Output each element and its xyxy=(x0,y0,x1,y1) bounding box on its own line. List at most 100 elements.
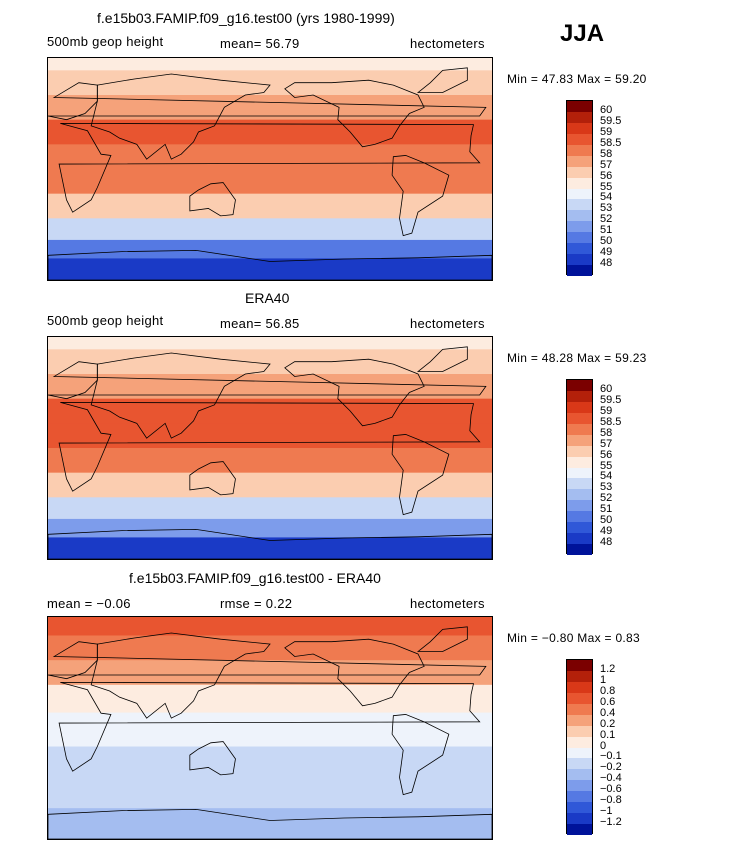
colorbar-tick-label: −0.2 xyxy=(600,761,622,774)
colorbar-tick-label: 58 xyxy=(600,147,613,160)
colorbar-segment xyxy=(567,692,592,704)
colorbar-tick-label: 60 xyxy=(600,382,613,395)
colorbar-tick-label: 59.5 xyxy=(600,114,622,127)
colorbar-segment xyxy=(567,232,592,244)
coastline xyxy=(391,155,450,237)
map-band xyxy=(48,448,492,474)
colorbar-tick-label: −0.4 xyxy=(600,772,622,785)
colorbar-tick-label: 58 xyxy=(600,426,613,439)
colorbar-tick-label: 57 xyxy=(600,437,613,450)
map-band xyxy=(48,472,492,498)
colorbar-segment xyxy=(567,254,592,266)
map-band xyxy=(48,684,492,714)
colorbar-segment xyxy=(567,478,592,490)
panel2-mean-label: mean= 56.85 xyxy=(220,316,300,331)
colorbar-tick-label: 50 xyxy=(600,514,613,527)
map-band xyxy=(48,423,492,449)
colorbar-tick-label: 51 xyxy=(600,224,613,237)
colorbar-tick-label: 54 xyxy=(600,191,613,204)
colorbar-tick-label: 0.2 xyxy=(600,717,616,730)
panel3-minmax-label: Min = −0.80 Max = 0.83 xyxy=(507,631,641,645)
colorbar-segment xyxy=(567,824,592,835)
map-band xyxy=(48,58,492,71)
colorbar-tick-label: 59 xyxy=(600,125,613,138)
map-band xyxy=(48,780,492,809)
colorbar-segment xyxy=(567,155,592,167)
map-band xyxy=(48,635,492,661)
coastline xyxy=(284,79,425,148)
coastline xyxy=(58,681,481,772)
panel3-map xyxy=(47,616,493,840)
colorbar-tick-label: 52 xyxy=(600,213,613,226)
colorbar-tick-label: 56 xyxy=(600,169,613,182)
coastline xyxy=(48,249,492,280)
coastline xyxy=(391,434,450,516)
colorbar-segment xyxy=(567,802,592,814)
coastline xyxy=(90,632,271,719)
coastline xyxy=(48,528,492,559)
colorbar-tick-label: 59.5 xyxy=(600,393,622,406)
colorbar-segment xyxy=(567,758,592,770)
map-band xyxy=(48,349,492,375)
colorbar-tick-label: 57 xyxy=(600,158,613,171)
colorbar-segment xyxy=(567,445,592,457)
colorbar-tick-label: 1 xyxy=(600,673,607,686)
colorbar-segment xyxy=(567,401,592,413)
coastline xyxy=(416,626,468,652)
colorbar-tick-label: 54 xyxy=(600,470,613,483)
coastline xyxy=(189,461,236,496)
panel3-units-label: hectometers xyxy=(410,596,485,611)
colorbar-tick-label: 48 xyxy=(600,536,613,549)
coastline xyxy=(391,714,450,796)
colorbar-tick-label: 59 xyxy=(600,404,613,417)
colorbar-tick-label: −0.6 xyxy=(600,783,622,796)
colorbar-segment xyxy=(567,533,592,545)
colorbar-tick-label: 0.6 xyxy=(600,695,616,708)
colorbar-tick-label: 50 xyxy=(600,235,613,248)
colorbar-segment xyxy=(567,188,592,200)
colorbar-segment xyxy=(567,780,592,792)
panel3-colorbar xyxy=(566,659,593,835)
season-label: JJA xyxy=(560,20,605,47)
panel2-minmax-label: Min = 48.28 Max = 59.23 xyxy=(507,351,647,365)
coastline xyxy=(48,808,492,839)
map-band xyxy=(48,497,492,520)
colorbar-tick-label: 53 xyxy=(600,481,613,494)
coastline xyxy=(189,182,236,217)
colorbar-tick-label: 55 xyxy=(600,459,613,472)
coastline xyxy=(189,741,236,776)
colorbar-tick-label: 52 xyxy=(600,492,613,505)
map-band xyxy=(48,746,492,781)
colorbar-segment xyxy=(567,791,592,803)
panel3-title: f.e15b03.FAMIP.f09_g16.test00 - ERA40 xyxy=(129,570,381,586)
colorbar-tick-label: 56 xyxy=(600,448,613,461)
colorbar-segment xyxy=(567,747,592,759)
colorbar-segment xyxy=(567,670,592,682)
colorbar-tick-label: 51 xyxy=(600,503,613,516)
panel2-map-svg xyxy=(48,337,492,559)
colorbar-segment xyxy=(567,681,592,693)
map-band xyxy=(48,660,492,686)
map-band xyxy=(48,712,492,747)
colorbar-segment xyxy=(567,199,592,211)
map-band xyxy=(48,258,492,280)
colorbar-tick-label: 0.8 xyxy=(600,684,616,697)
colorbar-tick-label: 49 xyxy=(600,246,613,259)
panel2-units-label: hectometers xyxy=(410,316,485,331)
colorbar-segment xyxy=(567,489,592,501)
colorbar-segment xyxy=(567,221,592,233)
panel1-mean-label: mean= 56.79 xyxy=(220,36,300,51)
colorbar-tick-label: 60 xyxy=(600,103,613,116)
colorbar-segment xyxy=(567,714,592,726)
colorbar-segment xyxy=(567,380,592,391)
colorbar-tick-label: 1.2 xyxy=(600,662,616,675)
coastline xyxy=(416,67,468,93)
map-band xyxy=(48,70,492,96)
colorbar-segment xyxy=(567,522,592,534)
colorbar-tick-label: −0.1 xyxy=(600,750,622,763)
map-band xyxy=(48,144,492,170)
panel2-variable-label: 500mb geop height xyxy=(47,313,164,328)
coastline xyxy=(416,346,468,372)
panel1-map-svg xyxy=(48,58,492,280)
map-band xyxy=(48,239,492,259)
